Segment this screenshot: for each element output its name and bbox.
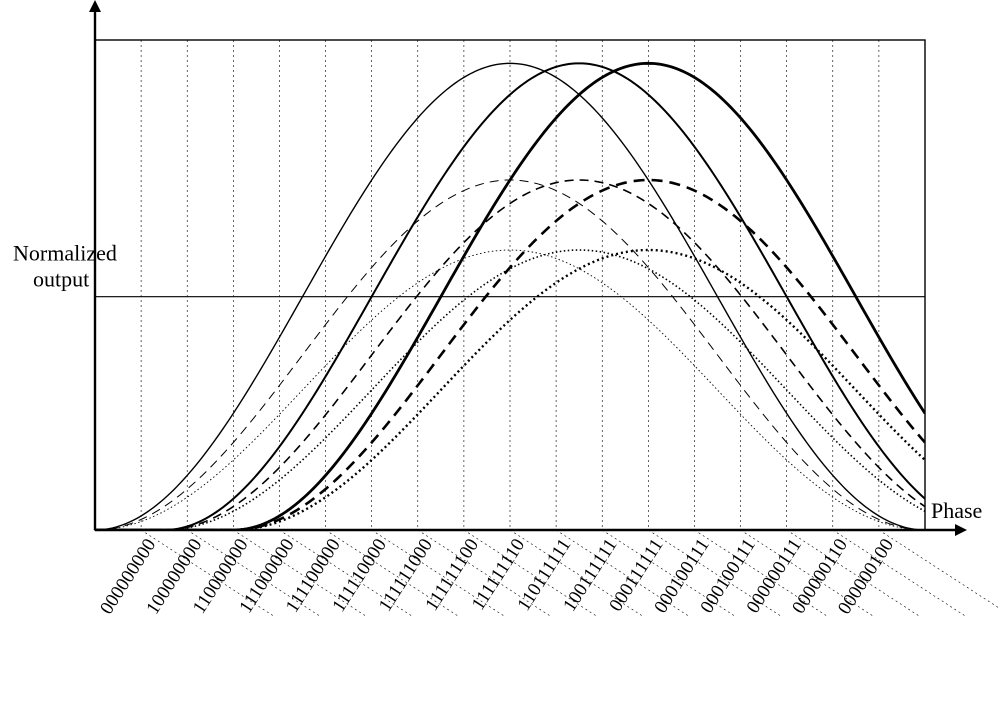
x-label: Phase [931, 498, 982, 523]
chart-svg: 0000000001000000001100000001110000001111… [0, 0, 1000, 704]
y-label-2: output [33, 267, 89, 292]
chart-wrap: 0000000001000000001100000001110000001111… [0, 0, 1000, 704]
y-label-1: Normalized [13, 241, 117, 266]
